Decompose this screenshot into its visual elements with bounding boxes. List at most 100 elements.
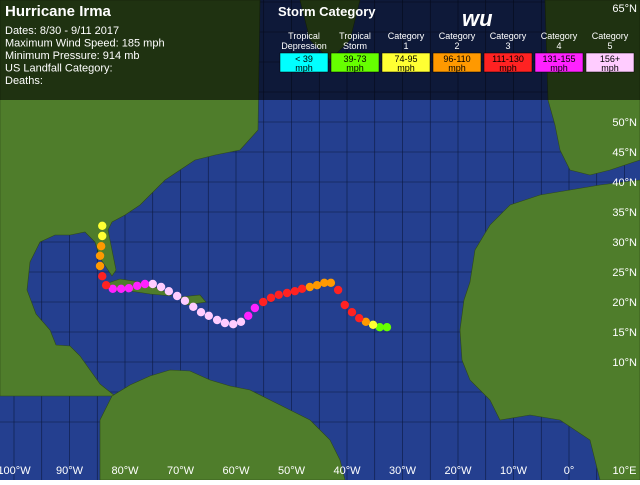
- longitude-label: 10°W: [500, 465, 528, 477]
- longitude-label: 30°W: [389, 465, 417, 477]
- legend-name: 4: [556, 41, 561, 51]
- longitude-label: 80°W: [111, 465, 139, 477]
- track-point: [140, 279, 150, 289]
- track-point: [274, 290, 283, 299]
- legend-unit: mph: [601, 63, 619, 73]
- latitude-label: 40°N: [612, 177, 637, 189]
- longitude-label: 60°W: [222, 465, 250, 477]
- track-point: [382, 323, 392, 332]
- track-point: [340, 300, 349, 310]
- track-point: [156, 282, 166, 292]
- legend-unit: mph: [499, 63, 517, 73]
- latitude-label: 25°N: [612, 267, 637, 279]
- track-point: [368, 320, 378, 329]
- legend-swatch: [483, 52, 533, 73]
- track-point: [250, 303, 260, 313]
- track-point: [320, 278, 329, 287]
- track-point: [290, 287, 300, 296]
- legend-name: Tropical: [339, 31, 371, 41]
- legend-name: 2: [454, 41, 459, 51]
- track-point: [244, 311, 253, 320]
- storm-track: [95, 221, 392, 332]
- track-point: [266, 293, 276, 302]
- track-point: [164, 287, 174, 296]
- legend-name: Tropical: [288, 31, 320, 41]
- legend-name: Category: [541, 31, 578, 41]
- longitude-label: 90°W: [56, 465, 84, 477]
- legend-swatch: [534, 52, 584, 73]
- latitude-label: 45°N: [612, 147, 637, 159]
- track-point: [98, 231, 107, 241]
- legend-name: Storm: [343, 41, 367, 51]
- track-point: [297, 284, 307, 293]
- track-point: [133, 281, 142, 290]
- track-point: [180, 296, 190, 305]
- legend-swatch: [330, 52, 380, 73]
- longitude-label: 40°W: [333, 465, 361, 477]
- storm-info: Maximum Wind Speed: 185 mph: [5, 38, 165, 50]
- track-point: [305, 282, 315, 292]
- track-point: [124, 284, 134, 293]
- legend-swatch: [585, 52, 635, 73]
- legend-range: 131-155: [542, 54, 575, 64]
- track-point: [108, 284, 117, 293]
- track-point: [189, 302, 198, 311]
- legend-name: 1: [403, 41, 408, 51]
- latitude-label: 65°N: [612, 3, 637, 15]
- track-point: [172, 291, 182, 301]
- storm-title: Hurricane Irma: [5, 3, 112, 20]
- track-point: [98, 272, 107, 281]
- longitude-label: 100°W: [0, 465, 31, 477]
- longitude-label: 50°W: [278, 465, 306, 477]
- track-point: [375, 323, 384, 332]
- legend-unit: mph: [448, 63, 466, 73]
- latitude-label: 20°N: [612, 297, 637, 309]
- longitude-label: 10°E: [613, 465, 637, 477]
- track-point: [312, 281, 322, 290]
- legend-unit: mph: [346, 63, 364, 73]
- legend-title: Storm Category: [278, 4, 376, 19]
- header-band: [0, 0, 640, 100]
- track-point: [116, 284, 126, 293]
- track-point: [236, 317, 246, 326]
- longitude-label: 0°: [564, 465, 575, 477]
- legend-swatch: [432, 52, 482, 73]
- track-point: [282, 288, 292, 298]
- logo: wu: [462, 6, 493, 31]
- legend-name: Category: [439, 31, 476, 41]
- legend-range: 111-130: [492, 54, 524, 64]
- legend-range: 96-110: [443, 54, 470, 64]
- latitude-label: 10°N: [612, 357, 637, 369]
- legend-name: Category: [592, 31, 629, 41]
- legend-range: < 39: [295, 54, 313, 64]
- track-point: [96, 242, 106, 251]
- track-point: [95, 251, 105, 260]
- africa: [459, 179, 640, 481]
- legend-unit: mph: [550, 63, 568, 73]
- legend-name: Depression: [281, 41, 327, 51]
- legend-name: Category: [490, 31, 527, 41]
- track-point: [196, 308, 206, 317]
- longitude-label: 70°W: [167, 465, 195, 477]
- track-point: [220, 318, 230, 328]
- track-point: [98, 221, 107, 230]
- legend-unit: mph: [295, 63, 313, 73]
- track-point: [333, 285, 343, 295]
- track-point: [347, 308, 357, 317]
- track-point: [229, 320, 238, 329]
- latitude-label: 15°N: [612, 327, 637, 339]
- longitude-label: 20°W: [444, 465, 472, 477]
- latitude-label: 50°N: [612, 117, 637, 129]
- legend-swatch: [381, 52, 431, 73]
- track-point: [326, 278, 336, 287]
- legend-swatch: [279, 52, 329, 73]
- track-point: [95, 261, 105, 271]
- track-point: [212, 315, 222, 325]
- legend-name: 5: [607, 41, 612, 51]
- track-point: [101, 281, 111, 290]
- legend-unit: mph: [397, 63, 415, 73]
- legend-name: 3: [505, 41, 510, 51]
- track-point: [258, 297, 268, 307]
